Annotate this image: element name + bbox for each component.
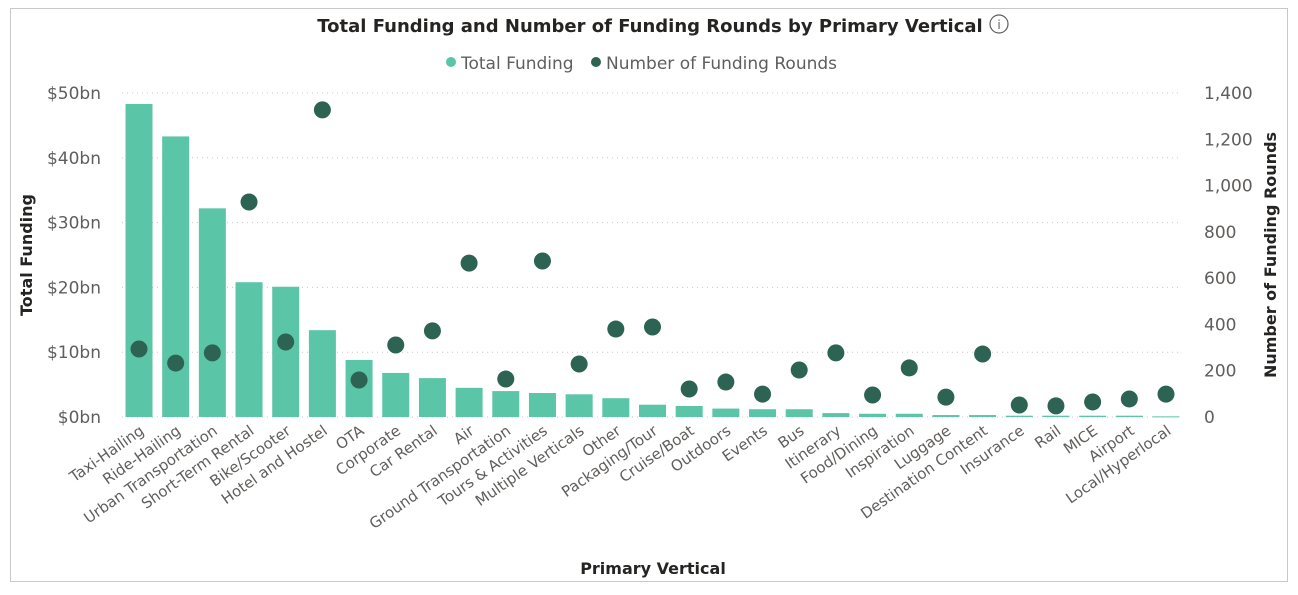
bar-taxi-hailing[interactable] bbox=[125, 104, 153, 418]
y2-tick-label: 200 bbox=[1204, 362, 1236, 382]
point-food-dining[interactable] bbox=[864, 386, 882, 404]
y-tick-label: $40bn bbox=[47, 149, 101, 169]
point-tours-activities[interactable] bbox=[533, 252, 551, 270]
bar-bus[interactable] bbox=[785, 409, 813, 417]
point-bus[interactable] bbox=[790, 361, 808, 379]
bar-insurance[interactable] bbox=[1005, 415, 1033, 417]
point-rail[interactable] bbox=[1047, 397, 1065, 415]
y-tick-label: $30bn bbox=[47, 214, 101, 234]
bar-local-hyperlocal[interactable] bbox=[1152, 416, 1180, 418]
point-other[interactable] bbox=[607, 320, 625, 338]
point-insurance[interactable] bbox=[1010, 396, 1028, 414]
bar-short-term-rental[interactable] bbox=[235, 282, 263, 417]
point-events[interactable] bbox=[754, 385, 772, 403]
point-airport[interactable] bbox=[1120, 390, 1138, 408]
y2-tick-label: 600 bbox=[1204, 269, 1236, 289]
y2-tick-label: 0 bbox=[1204, 408, 1215, 428]
legend-marker-funding-rounds bbox=[591, 57, 601, 67]
point-short-term-rental[interactable] bbox=[240, 193, 258, 211]
point-taxi-hailing[interactable] bbox=[130, 340, 148, 358]
point-ota[interactable] bbox=[350, 371, 368, 389]
bar-rail[interactable] bbox=[1042, 415, 1070, 417]
chart-frame bbox=[10, 8, 1288, 582]
legend-label-total-funding: Total Funding bbox=[460, 54, 574, 74]
x-axis-title: Primary Vertical bbox=[580, 559, 726, 578]
point-car-rental[interactable] bbox=[423, 322, 441, 340]
point-hotel-and-hostel[interactable] bbox=[313, 101, 331, 119]
svg-text:i: i bbox=[997, 18, 1000, 32]
bar-destination-content[interactable] bbox=[969, 415, 997, 417]
legend-marker-total-funding bbox=[446, 57, 456, 67]
legend-label-funding-rounds: Number of Funding Rounds bbox=[606, 54, 837, 74]
y2-tick-label: 1,000 bbox=[1204, 177, 1253, 197]
bar-urban-transportation[interactable] bbox=[198, 208, 226, 417]
point-air[interactable] bbox=[460, 254, 478, 272]
y-tick-label: $20bn bbox=[47, 278, 101, 298]
point-mice[interactable] bbox=[1084, 393, 1102, 411]
y2-tick-label: 400 bbox=[1204, 315, 1236, 335]
point-urban-transportation[interactable] bbox=[203, 344, 221, 362]
point-inspiration[interactable] bbox=[900, 359, 918, 377]
bar-events[interactable] bbox=[749, 409, 777, 417]
bar-bike-scooter[interactable] bbox=[272, 286, 300, 417]
y2-axis-title: Number of Funding Rounds bbox=[1261, 132, 1280, 378]
bar-air[interactable] bbox=[455, 387, 483, 417]
point-corporate[interactable] bbox=[387, 336, 405, 354]
point-bike-scooter[interactable] bbox=[277, 333, 295, 351]
y-tick-label: $50bn bbox=[47, 84, 101, 104]
chart-title: Total Funding and Number of Funding Roun… bbox=[317, 16, 982, 37]
bar-corporate[interactable] bbox=[382, 372, 410, 417]
bar-outdoors[interactable] bbox=[712, 408, 740, 417]
y2-tick-label: 800 bbox=[1204, 223, 1236, 243]
point-ride-hailing[interactable] bbox=[167, 354, 185, 372]
y2-tick-label: 1,400 bbox=[1204, 84, 1253, 104]
y2-tick-label: 1,200 bbox=[1204, 130, 1253, 150]
point-destination-content[interactable] bbox=[974, 345, 992, 363]
bar-other[interactable] bbox=[602, 398, 630, 417]
bar-mice[interactable] bbox=[1079, 415, 1107, 417]
bar-car-rental[interactable] bbox=[418, 378, 446, 417]
bar-luggage[interactable] bbox=[932, 415, 960, 417]
y-axis-title: Total Funding bbox=[17, 194, 36, 316]
point-outdoors[interactable] bbox=[717, 373, 735, 391]
bar-multiple-verticals[interactable] bbox=[565, 394, 593, 417]
point-cruise-boat[interactable] bbox=[680, 380, 698, 398]
point-ground-transportation[interactable] bbox=[497, 370, 515, 388]
bar-ground-transportation[interactable] bbox=[492, 391, 520, 417]
info-circle-icon[interactable]: i bbox=[989, 14, 1009, 34]
point-multiple-verticals[interactable] bbox=[570, 355, 588, 373]
bar-packaging-tour[interactable] bbox=[639, 404, 666, 417]
bar-itinerary[interactable] bbox=[822, 413, 850, 417]
x-tick-label: Rail bbox=[1031, 422, 1064, 453]
bar-ride-hailing[interactable] bbox=[162, 136, 190, 417]
point-itinerary[interactable] bbox=[827, 344, 845, 362]
point-packaging-tour[interactable] bbox=[644, 318, 661, 336]
legend: Total Funding Number of Funding Rounds bbox=[446, 54, 837, 74]
point-local-hyperlocal[interactable] bbox=[1157, 385, 1175, 403]
y-tick-label: $0bn bbox=[58, 408, 101, 428]
bar-ota[interactable] bbox=[345, 359, 373, 417]
bar-tours-activities[interactable] bbox=[528, 393, 556, 417]
bar-cruise-boat[interactable] bbox=[675, 405, 703, 417]
point-luggage[interactable] bbox=[937, 388, 955, 406]
bar-airport[interactable] bbox=[1115, 415, 1143, 417]
y-tick-label: $10bn bbox=[47, 343, 101, 363]
bar-inspiration[interactable] bbox=[895, 413, 923, 417]
bar-food-dining[interactable] bbox=[859, 413, 887, 417]
bar-hotel-and-hostel[interactable] bbox=[308, 330, 336, 417]
